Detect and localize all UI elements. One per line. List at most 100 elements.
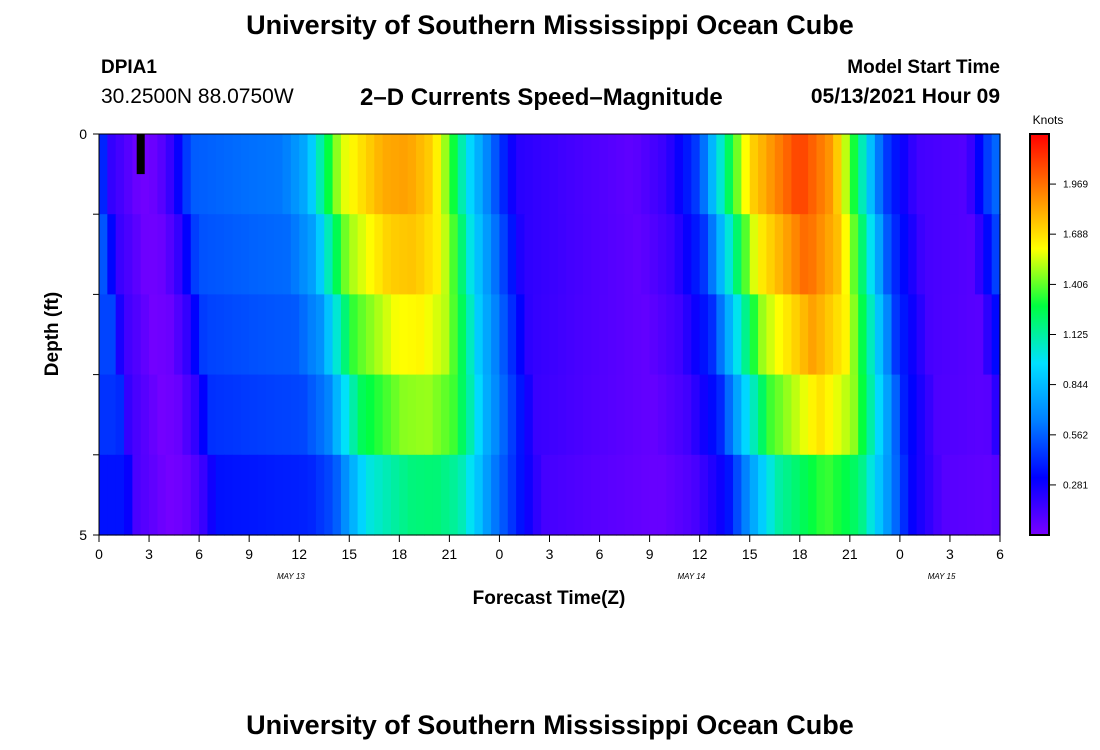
- heatmap-cell: [374, 214, 384, 295]
- heatmap-cell: [399, 294, 409, 376]
- heatmap-cell: [591, 374, 601, 456]
- x-tick-label: 12: [291, 546, 307, 562]
- heatmap-cell: [649, 374, 659, 456]
- heatmap-cell: [916, 374, 926, 456]
- x-tick-label: 6: [596, 546, 604, 562]
- heatmap-cell: [232, 294, 242, 376]
- chart-header-title: University of Southern Mississippi Ocean…: [246, 10, 854, 40]
- heatmap-cell: [432, 134, 442, 215]
- heatmap-cell: [858, 374, 868, 456]
- colorbar: Knots 0.281 0.562 0.844 1.125 1.406 1.688 1.96…: [1029, 113, 1088, 536]
- heatmap-cell: [174, 374, 184, 456]
- heatmap-cell: [716, 454, 726, 536]
- heatmap-cell: [499, 134, 509, 215]
- heatmap-cell: [340, 294, 350, 376]
- heatmap-cell: [824, 294, 834, 376]
- heatmap-cell: [774, 134, 784, 215]
- heatmap-cell: [649, 454, 659, 536]
- heatmap-cell: [541, 454, 551, 536]
- heatmap-cell: [866, 374, 876, 456]
- heatmap-cell: [958, 134, 968, 215]
- heatmap-cell: [491, 294, 501, 376]
- station-id: DPIA1: [101, 57, 157, 78]
- heatmap-cell: [991, 134, 1001, 215]
- heatmap-cell: [165, 294, 175, 376]
- heatmap-cell: [566, 214, 576, 295]
- heatmap-cell: [557, 294, 567, 376]
- heatmap-cell: [924, 454, 934, 536]
- heatmap-cell: [140, 374, 150, 456]
- heatmap-cell: [165, 134, 175, 215]
- y-tick-label: 5: [79, 527, 87, 543]
- heatmap-cell: [783, 294, 793, 376]
- heatmap-cell: [824, 134, 834, 215]
- colorbar-tick-label: 1.688: [1063, 230, 1088, 241]
- heatmap-cell: [457, 374, 467, 456]
- heatmap-cell: [507, 374, 517, 456]
- heatmap-cell: [265, 294, 275, 376]
- heatmap-cell: [883, 214, 893, 295]
- heatmap-cell: [315, 374, 325, 456]
- heatmap-cell: [249, 214, 259, 295]
- heatmap-cell: [499, 454, 509, 536]
- heatmap-cell: [190, 214, 200, 295]
- heatmap-cell: [324, 294, 334, 376]
- x-tick-label: 6: [996, 546, 1004, 562]
- heatmap-cell: [407, 374, 417, 456]
- heatmap-cell: [841, 454, 851, 536]
- y-tick-label: 0: [79, 126, 87, 142]
- heatmap-cell: [157, 294, 167, 376]
- heatmap-cell: [474, 374, 484, 456]
- heatmap-cell: [224, 374, 234, 456]
- heatmap-cell: [207, 294, 217, 376]
- heatmap-cell: [924, 214, 934, 295]
- heatmap-cell: [833, 134, 843, 215]
- heatmap-cell: [290, 294, 300, 376]
- heatmap-cell: [808, 294, 818, 376]
- heatmap-cell: [674, 294, 684, 376]
- heatmap-cell: [666, 214, 676, 295]
- heatmap-cell: [466, 454, 476, 536]
- heatmap-cell: [282, 374, 292, 456]
- heatmap-cell: [691, 134, 701, 215]
- heatmap-cell: [249, 134, 259, 215]
- heatmap-cell: [749, 134, 759, 215]
- footer-title: University of Southern Mississippi Ocean…: [246, 710, 854, 740]
- heatmap-cell: [207, 374, 217, 456]
- heatmap-cell: [699, 374, 709, 456]
- heatmap-cell: [883, 294, 893, 376]
- heatmap-cell: [174, 134, 184, 215]
- heatmap-cell: [257, 214, 267, 295]
- heatmap-cell: [916, 294, 926, 376]
- heatmap-cell: [265, 454, 275, 536]
- x-axis: 0 3 6 9 12 15 18 21 0 3 6 9 12 15 18 21 0 3 6 MAY 13 MAY 14 M…: [95, 535, 1004, 581]
- heatmap-cell: [908, 374, 918, 456]
- heatmap-cell: [165, 454, 175, 536]
- heatmap-cell: [399, 374, 409, 456]
- heatmap-cell: [616, 374, 626, 456]
- heatmap-cell: [299, 374, 309, 456]
- heatmap-cell: [416, 214, 425, 295]
- heatmap-cell: [733, 454, 742, 536]
- x-tick-label: 18: [792, 546, 808, 562]
- heatmap-cell: [491, 214, 501, 295]
- heatmap-cell: [199, 214, 209, 295]
- heatmap-cell: [582, 454, 592, 536]
- heatmap-cell: [357, 214, 367, 295]
- heatmap-cell: [265, 374, 275, 456]
- colorbar-unit: Knots: [1033, 113, 1064, 127]
- heatmap-cell: [482, 454, 492, 536]
- heatmap-cell: [841, 134, 851, 215]
- heatmap-cell: [908, 214, 918, 295]
- heatmap-cell: [716, 374, 726, 456]
- heatmap-cell: [949, 294, 959, 376]
- heatmap-cell: [466, 214, 476, 295]
- heatmap-cell: [524, 294, 534, 376]
- heatmap-cell: [240, 454, 250, 536]
- heatmap-cell: [699, 214, 709, 295]
- heatmap-cell: [582, 294, 592, 376]
- heatmap-cell: [124, 294, 133, 376]
- x-tick-label: 21: [442, 546, 458, 562]
- heatmap-cell: [99, 454, 108, 536]
